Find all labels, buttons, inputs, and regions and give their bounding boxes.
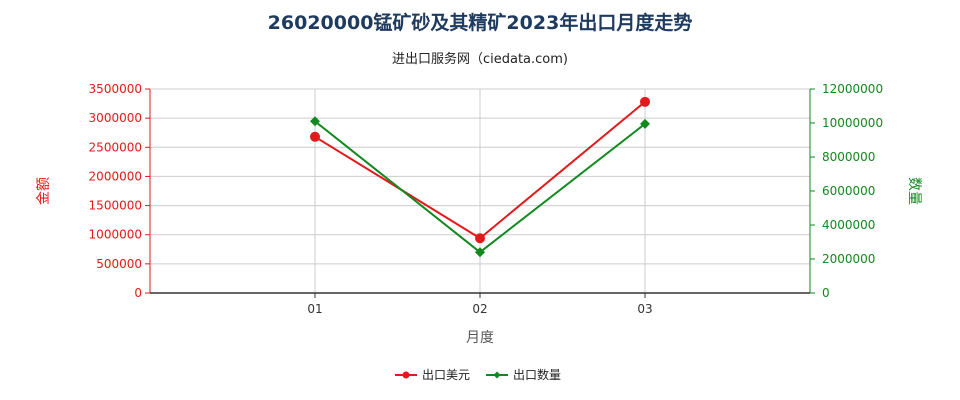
grid-lines bbox=[150, 88, 811, 293]
right-tick-label: 2000000 bbox=[822, 252, 875, 266]
chart-title: 26020000锰矿砂及其精矿2023年出口月度走势 bbox=[267, 12, 693, 34]
left-tick-label: 3500000 bbox=[89, 82, 142, 96]
y-axis-left-label: 金额 bbox=[36, 177, 52, 205]
left-tick-label: 500000 bbox=[96, 257, 142, 271]
legend-label: 出口数量 bbox=[513, 367, 561, 382]
left-tick-label: 3000000 bbox=[89, 111, 142, 125]
x-axis-ticks: 01 02 03 bbox=[307, 293, 653, 316]
data-point bbox=[475, 247, 485, 258]
right-tick-label: 4000000 bbox=[822, 218, 875, 232]
data-point bbox=[640, 96, 650, 107]
data-point bbox=[475, 233, 485, 244]
x-tick-label: 02 bbox=[472, 302, 487, 316]
series bbox=[310, 96, 650, 258]
right-tick-label: 0 bbox=[822, 286, 830, 300]
chart-subtitle: 进出口服务网（ciedata.com) bbox=[391, 52, 568, 67]
x-tick-label: 01 bbox=[307, 302, 322, 316]
left-tick-label: 0 bbox=[134, 286, 142, 300]
left-tick-label: 1500000 bbox=[89, 199, 142, 213]
right-axis-ticks: 0 2000000 4000000 6000000 8000000 10000000 120… bbox=[810, 82, 883, 300]
legend: 出口美元 出口数量 bbox=[395, 367, 561, 382]
right-tick-label: 6000000 bbox=[822, 184, 875, 198]
x-axis-label: 月度 bbox=[466, 330, 494, 346]
legend-marker bbox=[493, 371, 501, 379]
left-tick-label: 1000000 bbox=[89, 228, 142, 242]
y-axis-right-label: 数量 bbox=[906, 177, 922, 205]
x-tick-label: 03 bbox=[637, 302, 652, 316]
right-tick-label: 8000000 bbox=[822, 150, 875, 164]
right-tick-label: 12000000 bbox=[822, 82, 883, 96]
left-axis-ticks: 0 500000 1000000 1500000 2000000 2500000 30000… bbox=[89, 82, 150, 300]
legend-marker bbox=[402, 371, 410, 379]
left-tick-label: 2500000 bbox=[89, 140, 142, 154]
right-tick-label: 10000000 bbox=[822, 116, 883, 130]
data-point bbox=[640, 118, 650, 129]
legend-label: 出口美元 bbox=[422, 368, 470, 382]
left-tick-label: 2000000 bbox=[89, 169, 142, 183]
data-point bbox=[310, 131, 320, 142]
data-point bbox=[310, 116, 320, 127]
